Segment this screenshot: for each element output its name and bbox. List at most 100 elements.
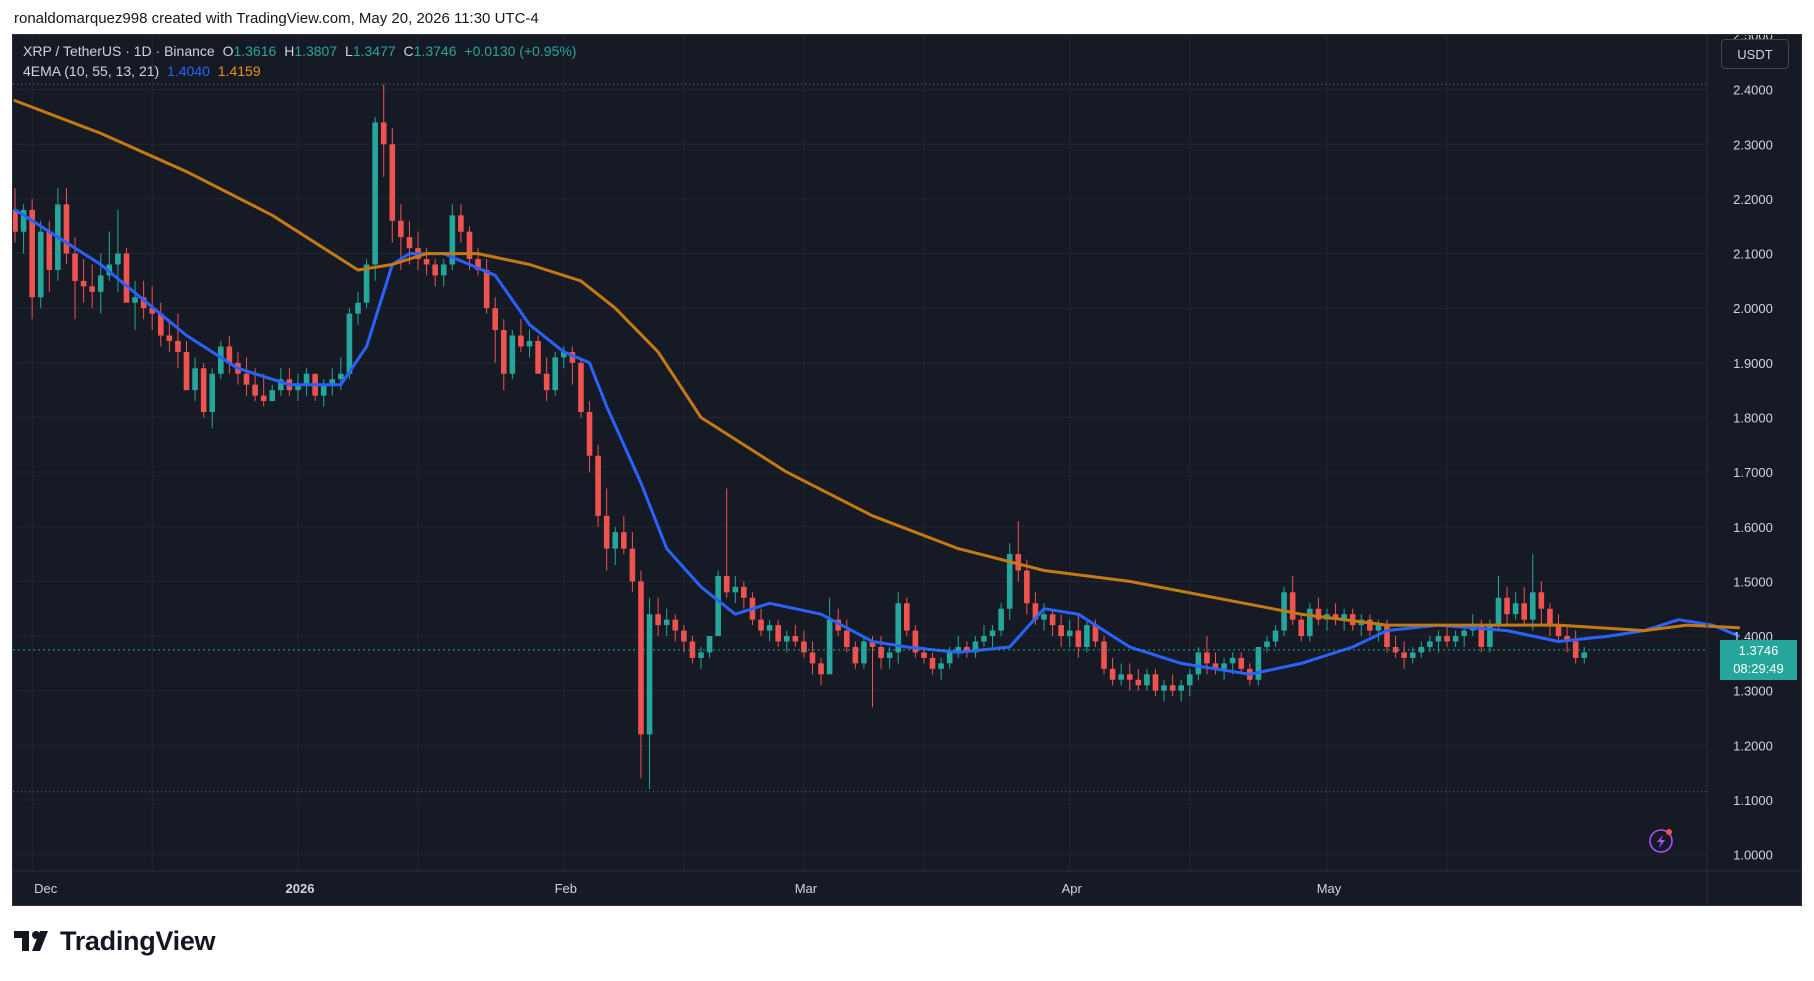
candle-body-down <box>801 641 807 653</box>
time-tick-label: May <box>1317 881 1342 896</box>
ema-fast-value: 1.4040 <box>167 63 210 79</box>
indicator-legend[interactable]: 4EMA (10, 55, 13, 21) 1.4040 1.4159 <box>23 63 265 79</box>
candle-body-up <box>1084 625 1090 647</box>
candle-body-down <box>792 636 799 642</box>
candle-body-down <box>1152 674 1159 691</box>
candle-body-up <box>303 373 310 385</box>
candle-body-down <box>578 362 584 413</box>
candle-body-up <box>1487 625 1493 647</box>
close-value: 1.3746 <box>413 43 457 59</box>
symbol-legend[interactable]: XRP / TetherUS · 1D · Binance O1.3616 H1… <box>23 43 580 59</box>
price-tick-label: 2.4000 <box>1733 83 1773 98</box>
candle-body-down <box>758 619 764 631</box>
candle-body-down <box>1092 625 1099 642</box>
candle-body-down <box>423 259 430 265</box>
candle-body-down <box>1289 592 1296 620</box>
open-label: O <box>222 43 234 59</box>
candle-body-down <box>492 308 498 331</box>
tradingview-logo[interactable]: TradingView <box>14 926 216 957</box>
candle-body-down <box>595 455 601 516</box>
candle-body-up <box>218 346 224 374</box>
candle-body-down <box>1049 614 1056 626</box>
candle-body-up <box>946 652 953 664</box>
symbol-title[interactable]: XRP / TetherUS · 1D · Binance <box>23 43 215 59</box>
high-low-markers <box>13 83 1707 793</box>
candle-body-down <box>72 253 78 281</box>
price-tick-label: 1.7000 <box>1733 465 1773 480</box>
candle-body-down <box>835 619 841 631</box>
candle-body-up <box>355 302 361 314</box>
last-price-badge: 1.3746 08:29:49 <box>1720 639 1797 680</box>
candle-body-down <box>458 215 464 232</box>
candle-body-up <box>1427 641 1433 647</box>
candle-body-up <box>552 357 559 391</box>
price-axis-labels[interactable]: 1.00001.10001.20001.30001.40001.50001.60… <box>1733 35 1773 863</box>
candle-body-down <box>775 625 781 642</box>
indicator-title[interactable]: 4EMA (10, 55, 13, 21) <box>23 63 160 79</box>
candle-body-down <box>80 280 87 287</box>
candle-body-down <box>29 209 35 298</box>
candle-body-up <box>1195 652 1202 675</box>
candle-body-up <box>1006 554 1013 609</box>
candle-body-up <box>612 532 619 549</box>
lightning-icon[interactable] <box>1649 829 1673 853</box>
candle-body-up <box>1161 685 1167 691</box>
candle-body-up <box>1229 657 1236 664</box>
candle-body-down <box>964 646 970 653</box>
candle-body-up <box>363 264 370 303</box>
time-tick-label: Dec <box>34 881 58 896</box>
tradingview-logo-icon <box>14 930 48 951</box>
candle-body-down <box>723 575 730 593</box>
candle-body-up <box>37 231 44 298</box>
candle-body-down <box>543 373 550 391</box>
low-label: L <box>345 43 353 59</box>
candle-body-down <box>912 630 919 653</box>
candle-body-up <box>663 619 670 626</box>
candle-body-down <box>183 351 190 391</box>
high-label: H <box>284 43 295 59</box>
candle-body-up <box>192 368 198 391</box>
price-chart[interactable]: 1.00001.10001.20001.30001.40001.50001.60… <box>13 35 1801 905</box>
price-tick-label: 1.8000 <box>1733 410 1773 425</box>
candle-body-up <box>1178 685 1184 691</box>
candle-body-down <box>260 395 267 402</box>
candle-body-up <box>1221 663 1227 669</box>
candle-body-down <box>1169 685 1176 691</box>
candle-body-up <box>895 603 902 653</box>
candle-body-down <box>1032 603 1039 620</box>
candle-body-down <box>200 368 207 413</box>
candle-body-up <box>1512 603 1519 615</box>
candle-body-down <box>809 652 816 664</box>
candle-body-up <box>861 641 867 664</box>
candle-body-up <box>1041 614 1047 620</box>
time-tick-label: Mar <box>795 881 818 896</box>
candle-body-down <box>1298 619 1305 637</box>
candle-body-up <box>1118 674 1124 680</box>
high-value: 1.3807 <box>294 43 338 59</box>
candle-body-down <box>149 308 155 314</box>
candle-body-up <box>989 630 996 637</box>
price-tick-label: 2.0000 <box>1733 301 1773 316</box>
candle-body-up <box>526 340 533 347</box>
candle-body-up <box>783 636 790 642</box>
candle-body-down <box>1204 652 1210 664</box>
candle-body-down <box>1126 674 1133 680</box>
candle-body-down <box>1478 625 1485 647</box>
candle-body-down <box>466 231 473 260</box>
candle-body-down <box>818 663 824 675</box>
candle-body-down <box>1101 641 1107 669</box>
candle-body-down <box>921 652 927 658</box>
candle-body-up <box>1581 652 1588 658</box>
candle-body-down <box>929 657 936 669</box>
currency-button[interactable]: USDT <box>1721 39 1789 69</box>
candle-body-up <box>1341 614 1347 620</box>
candle-body-down <box>166 335 173 341</box>
candle-body-up <box>1529 592 1536 620</box>
candle-body-up <box>1435 636 1442 642</box>
time-tick-label: 2026 <box>286 881 315 896</box>
time-axis-labels[interactable]: Dec 2026 Feb Mar Apr May <box>34 881 1342 896</box>
chart-panel[interactable]: 1.0000 1.1000 1.2000 1.3000 1.4000 1.5000 1.60… <box>12 34 1802 906</box>
candle-body-up <box>972 641 979 653</box>
attribution-text: ronaldomarquez998 created with TradingVi… <box>14 10 539 27</box>
candle-body-down <box>1332 614 1339 620</box>
